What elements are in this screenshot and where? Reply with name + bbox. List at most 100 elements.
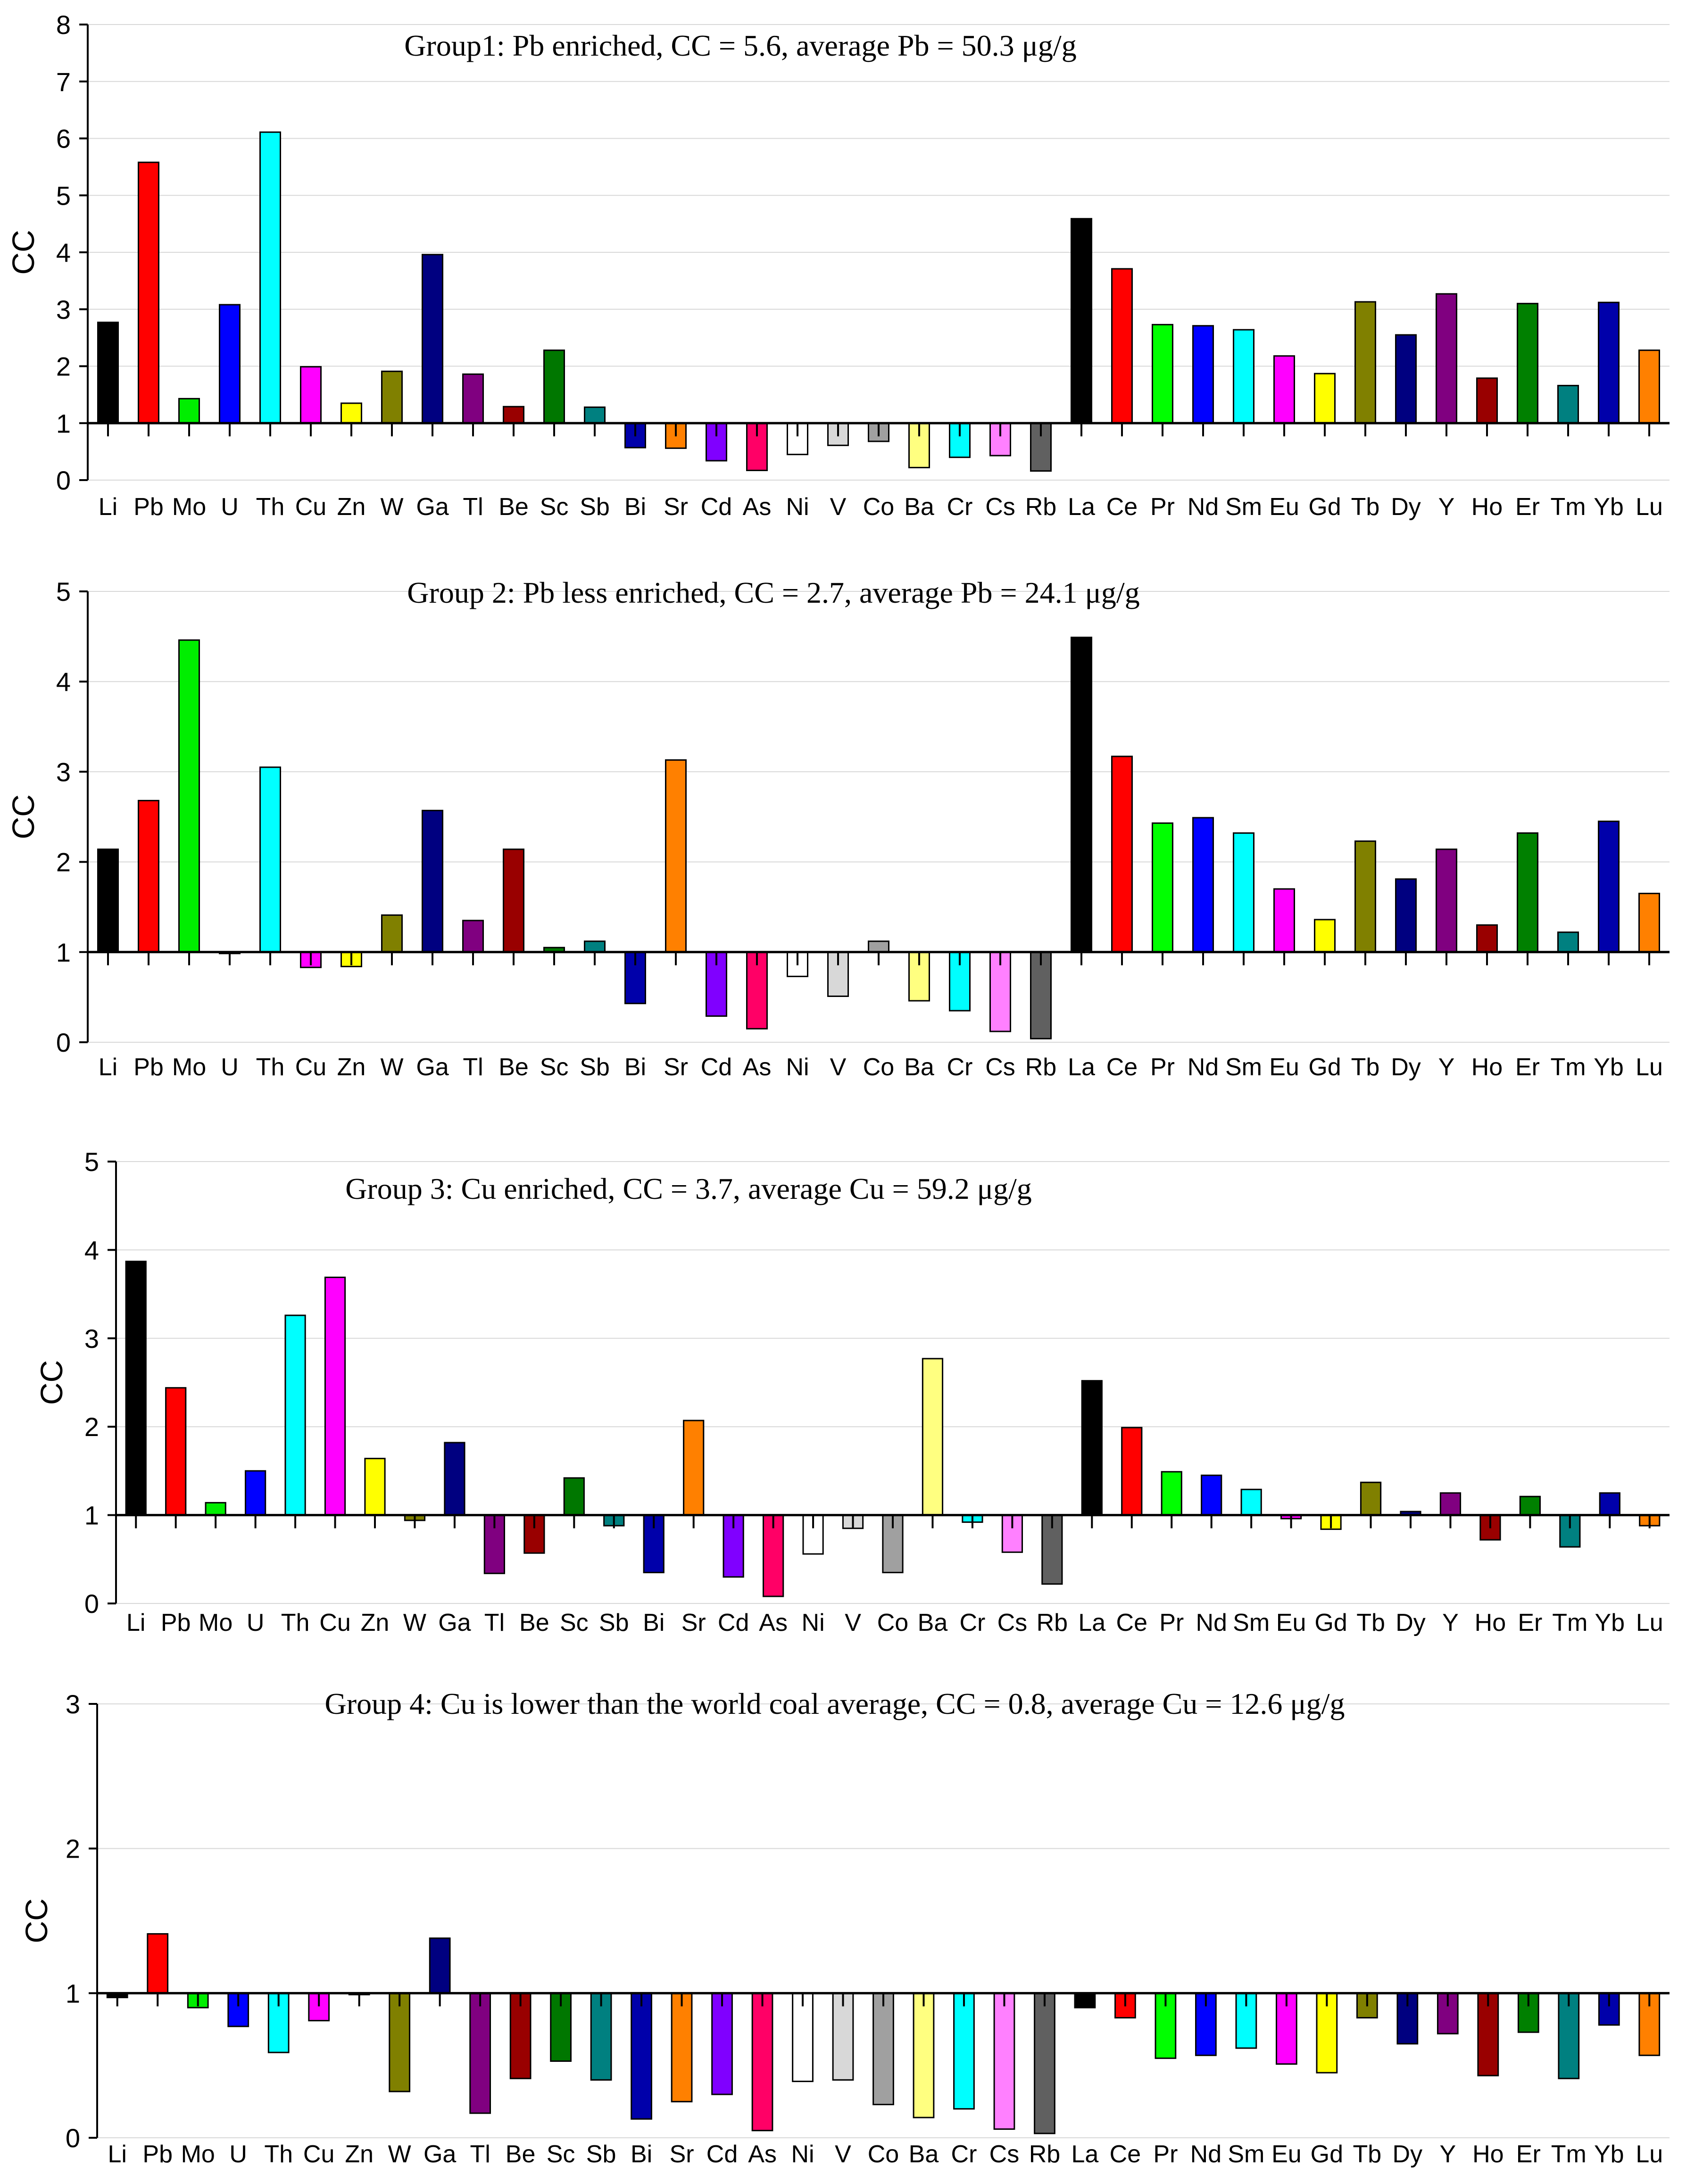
x-tick-label: Pb	[161, 1609, 191, 1636]
bar-mo	[178, 639, 200, 953]
x-tick-label: Er	[1516, 2141, 1541, 2168]
x-tick-label: Th	[256, 1054, 285, 1081]
bar-th	[284, 1314, 306, 1516]
y-tick-label: 3	[56, 757, 71, 787]
chart-panel-3: 0 1 2 3 4 5 CC Li Pb Mo U Th Cu Zn W Ga Tl Be Sc Sb Bi Sr Cd As…	[34, 1147, 1670, 1636]
x-tick-label: Sr	[670, 2141, 694, 2168]
chart-title: Group1: Pb enriched, CC = 5.6, average P…	[404, 29, 1076, 62]
x-tick-label: Pr	[1150, 1054, 1175, 1081]
x-tick-label: As	[743, 493, 772, 521]
bar-nd	[1192, 817, 1214, 953]
x-tick-label: Be	[498, 1054, 529, 1081]
y-tick-label: 8	[56, 10, 71, 40]
x-tick-label: Tb	[1351, 1054, 1380, 1081]
x-tick-label: U	[229, 2141, 247, 2168]
x-tick-label: La	[1068, 1054, 1095, 1081]
bar-w	[381, 914, 403, 953]
x-tick-label: Cd	[701, 1054, 732, 1081]
x-tick-label: V	[830, 1054, 847, 1081]
x-tick-label: Ba	[904, 493, 934, 521]
x-tick-label: Ba	[909, 2141, 939, 2168]
bar-as	[763, 1514, 784, 1597]
x-tick-label: Cr	[951, 2141, 977, 2168]
y-tick-label: 2	[84, 1412, 99, 1442]
bar-pr	[1161, 1471, 1182, 1516]
bar-pr	[1152, 822, 1173, 953]
x-tick-label: Sr	[664, 1054, 688, 1081]
x-tick-label: Li	[108, 2141, 127, 2168]
x-tick-label: Ga	[416, 1054, 449, 1081]
x-tick-label: Yb	[1594, 2141, 1624, 2168]
x-tick-label: Rb	[1025, 493, 1056, 521]
x-tick-label: Tm	[1550, 1054, 1586, 1081]
bar-ho	[1476, 377, 1498, 424]
y-tick-label: 3	[66, 1689, 80, 1719]
bar-cu	[300, 366, 322, 424]
bar-la	[1071, 218, 1092, 424]
bar-sb	[590, 1992, 612, 2081]
chart-panel-2: 0 1 2 3 4 5 CC Li Pb Mo U Th Cu Zn W Ga Tl Be Sc Sb Bi Sr Cd As…	[6, 576, 1670, 1081]
x-tick-label: Er	[1515, 1054, 1540, 1081]
x-tick-label: Ni	[802, 1609, 825, 1636]
y-tick-label: 0	[56, 465, 71, 495]
bar-y	[1436, 293, 1457, 424]
x-tick-label: Sr	[664, 493, 688, 521]
x-tick-label: As	[759, 1609, 788, 1636]
x-tick-label: Y	[1438, 1054, 1455, 1081]
x-tick-label: Cd	[701, 493, 732, 521]
x-tick-label: V	[830, 493, 847, 521]
y-tick-label: 5	[84, 1147, 99, 1177]
x-tick-label: Tb	[1356, 1609, 1385, 1636]
x-tick-label: Ce	[1116, 1609, 1147, 1636]
y-tick-label: 4	[84, 1235, 99, 1265]
bar-y	[1436, 848, 1457, 953]
bar-as	[751, 1992, 773, 2132]
bar-tb	[1360, 1481, 1382, 1516]
y-tick-label: 1	[56, 938, 71, 967]
bar-w	[389, 1992, 411, 2093]
x-tick-label: Li	[126, 1609, 145, 1636]
x-tick-label: Th	[264, 2141, 293, 2168]
bar-th	[259, 766, 281, 953]
x-tick-label: Pr	[1153, 2141, 1178, 2168]
x-tick-label: W	[403, 1609, 426, 1636]
x-tick-label: Dy	[1396, 1609, 1426, 1636]
y-tick-label: 5	[56, 577, 71, 606]
y-tick-label: 7	[56, 67, 71, 97]
bar-ce	[1111, 756, 1133, 953]
x-tick-label: Lu	[1636, 1054, 1663, 1081]
y-tick-label: 3	[84, 1324, 99, 1354]
bar-yb	[1598, 301, 1620, 424]
bar-yb	[1598, 821, 1620, 953]
chart-panel-1: 0 1 2 3 4 5 6 7 8 CC Li Pb Mo U Th Cu Zn W Ga Tl Be Sc Sb Bi Sr C…	[6, 10, 1670, 521]
x-tick-label: Bi	[631, 2141, 652, 2168]
x-tick-label: Mo	[172, 1054, 206, 1081]
x-tick-label: Ce	[1106, 493, 1138, 521]
x-tick-label: Ce	[1106, 1054, 1138, 1081]
x-tick-label: Yb	[1594, 493, 1624, 521]
bar-tm	[1557, 385, 1579, 424]
bar-sm	[1233, 832, 1254, 953]
x-tick-label: Eu	[1276, 1609, 1306, 1636]
x-tick-label: Tl	[463, 1054, 483, 1081]
y-axis-label: CC	[19, 1898, 54, 1943]
bar-zn	[364, 1458, 386, 1516]
x-tick-label: Lu	[1636, 2141, 1663, 2168]
y-tick-label: 2	[66, 1834, 80, 1864]
x-tick-label: Ni	[786, 493, 809, 521]
x-tick-label: La	[1068, 493, 1095, 521]
bar-ba	[913, 1992, 935, 2118]
y-tick-label: 2	[56, 847, 71, 877]
x-tick-label: Bi	[643, 1609, 665, 1636]
x-tick-label: U	[221, 493, 239, 521]
y-axis-label: CC	[34, 1360, 69, 1405]
x-tick-label: Nd	[1188, 493, 1219, 521]
bar-th	[259, 131, 281, 424]
x-tick-label: Tl	[470, 2141, 490, 2168]
x-tick-label: Rb	[1025, 1054, 1056, 1081]
x-tick-label: Lu	[1636, 1609, 1663, 1636]
x-tick-label: Sm	[1225, 1054, 1262, 1081]
x-tick-label: Mo	[181, 2141, 215, 2168]
bar-ga	[422, 254, 443, 424]
x-tick-label: Zn	[337, 1054, 366, 1081]
